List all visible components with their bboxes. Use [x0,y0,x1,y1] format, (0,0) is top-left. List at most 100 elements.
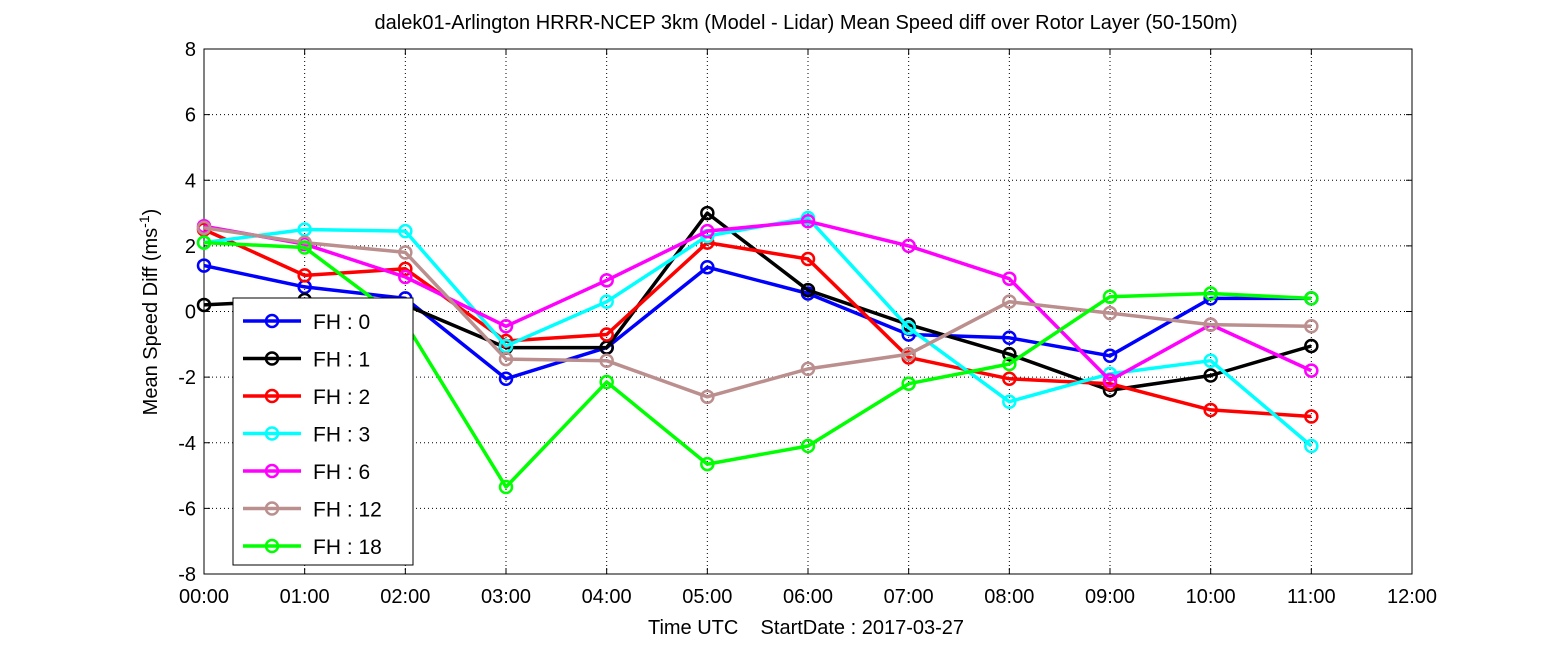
legend-label: FH : 2 [313,386,370,409]
data-point [800,361,816,377]
data-point [800,438,816,454]
data-point [498,479,514,495]
data-point [1304,363,1319,378]
data-point [196,297,212,313]
data-point [196,258,212,273]
chart-title: dalek01-Arlington HRRR-NCEP 3km (Model -… [375,12,1238,34]
data-point [1304,319,1319,334]
data-point [498,319,514,334]
data-point [599,327,614,342]
data-point [700,259,715,275]
x-tick-label: 06:00 [783,586,833,608]
data-point [1203,286,1218,301]
y-tick-label: 2 [185,236,196,258]
y-axis-label-sup: -1 [136,215,152,228]
legend-entry: FH : 0 [243,311,370,334]
data-point [800,251,816,267]
x-tick-label: 10:00 [1186,586,1236,608]
data-point [1002,294,1017,309]
x-tick-label: 03:00 [481,586,531,608]
data-point [297,268,312,283]
y-axis-label-close: ) [140,209,162,216]
x-axis-label: Time UTC StartDate : 2017-03-27 [648,617,964,639]
legend-swatch-marker [264,463,280,479]
data-point [901,320,916,336]
legend-swatch-marker [264,501,280,516]
legend-entry: FH : 1 [243,349,370,372]
legend-entry: FH : 3 [243,424,370,447]
legend-label: FH : 18 [313,536,382,559]
x-tick-label: 08:00 [984,586,1034,608]
x-tick-label: 01:00 [280,586,330,608]
legend-entry: FH : 12 [243,499,382,522]
data-point [398,269,413,285]
data-point [196,235,212,250]
y-tick-label: 4 [185,170,196,192]
y-tick-label: -4 [178,433,196,455]
x-tick-label: 00:00 [179,586,229,608]
grid [204,49,1412,574]
legend-swatch-marker [264,388,280,404]
data-point [599,273,614,288]
legend-label: FH : 12 [313,499,382,522]
data-point [1203,368,1218,383]
series-4 [196,214,1319,388]
y-axis-label-main: Mean Speed Diff (ms [140,228,162,416]
data-point [498,371,514,387]
legend-label: FH : 6 [313,461,370,484]
data-point [1304,338,1319,354]
series-line [203,219,1313,383]
data-point [599,294,614,309]
legend-swatch-marker [264,351,280,366]
data-point [700,205,715,221]
legend-entry: FH : 18 [243,536,382,559]
series-line [203,263,1312,381]
data-point [1102,305,1118,321]
data-point [599,353,614,368]
data-point [1304,409,1319,424]
data-point [398,223,413,239]
data-point [1304,438,1319,454]
x-tick-label: 12:00 [1387,586,1437,608]
data-point [398,245,413,260]
legend-swatch-marker [264,538,280,554]
data-point [901,238,916,254]
x-tick-label: 07:00 [884,586,934,608]
data-point [700,223,715,239]
series-line [203,226,1312,399]
legend-box [232,297,414,566]
x-tick-label: 11:00 [1287,586,1336,608]
x-tick-label: 04:00 [582,586,632,608]
legend-entry: FH : 2 [243,386,370,409]
data-point [901,376,916,391]
data-point [1102,373,1118,388]
data-point [1304,291,1319,306]
legend-label: FH : 3 [313,424,370,447]
legend-swatch-marker [264,313,280,329]
data-point [1002,346,1017,362]
data-point [297,240,312,255]
y-tick-label: -2 [178,367,196,389]
x-tick-labels: 00:00 01:00 02:00 03:00 04:00 05:00 06:00 07:00… [179,586,1437,608]
data-point [1002,356,1017,372]
y-tick-label: -8 [178,564,196,586]
legend-label: FH : 1 [313,349,370,372]
data-point [700,456,715,472]
data-point [901,346,916,362]
data-point [700,389,715,405]
y-axis-label: Mean Speed Diff (ms-1) [136,209,162,416]
y-tick-label: -6 [178,498,196,520]
legend-swatch-marker [264,426,280,441]
data-point [398,261,413,277]
data-point [196,220,212,236]
y-tick-label: 0 [185,302,196,324]
legend-label: FH : 0 [313,311,370,334]
data-point [599,374,614,390]
y-tick-label: 8 [185,39,196,61]
data-point [1203,402,1218,418]
data-point [1002,271,1017,286]
x-tick-label: 05:00 [682,586,732,608]
x-tick-label: 09:00 [1085,586,1135,608]
legend: FH : 0 FH : 1 FH : 2 FH : 3 FH : 6 FH : 12 FH … [232,297,414,566]
